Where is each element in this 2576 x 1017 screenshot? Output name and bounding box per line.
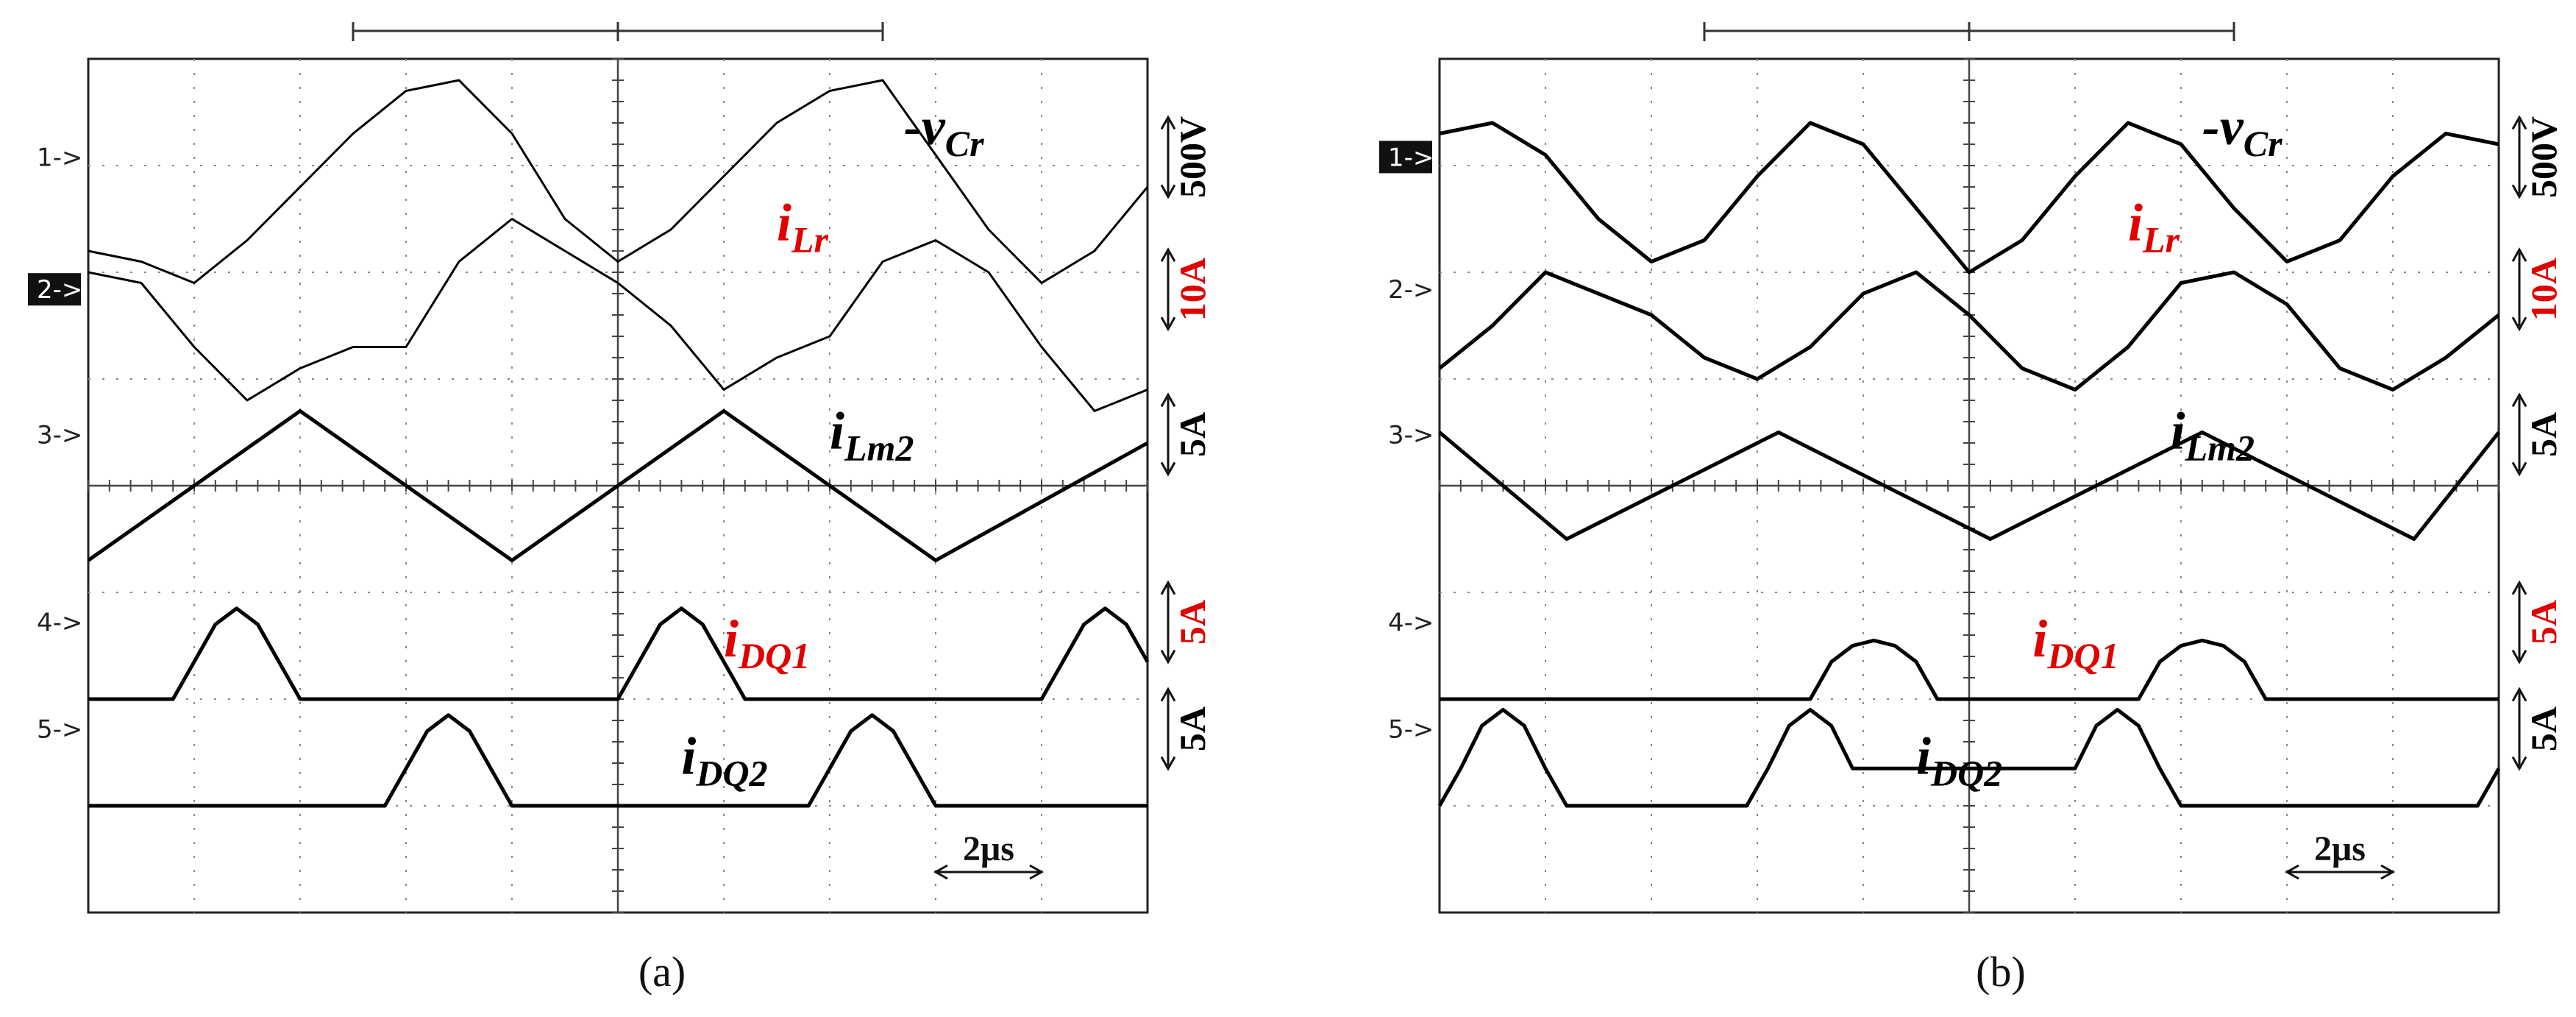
channel-marker-4: 4->	[37, 609, 82, 638]
trace-iDQ2	[1437, 708, 2501, 808]
channel-marker-3: 3->	[37, 420, 82, 450]
scale-arrow-head	[2511, 649, 2527, 665]
channel-marker-2: 2->	[1388, 275, 1434, 305]
scale-label-3: 5A	[2523, 412, 2564, 457]
scale-arrow-head	[2511, 247, 2527, 262]
trace-label-iDQ2: iDQ2	[681, 727, 767, 794]
scale-arrow-head	[1160, 115, 1176, 130]
scale-arrow-head	[2511, 687, 2527, 702]
scale-arrow-head	[2511, 756, 2527, 771]
trace-iDQ1	[88, 606, 1150, 701]
panel-a: 1-> 2-> 3-> 4-> 5-> 500V 10A 5A 5A 5A -vCr iLr iLm2 i…	[28, 22, 1213, 996]
scale-arrow-head	[1160, 580, 1176, 595]
trace-label-iDQ1: iDQ1	[2032, 609, 2118, 676]
channel-marker-3: 3->	[1388, 420, 1434, 450]
channel-marker-2: 2->	[37, 275, 82, 305]
scale-arrow-head	[2511, 316, 2527, 332]
scale-arrow-head	[1160, 184, 1176, 199]
scale-arrow-head	[1160, 247, 1176, 262]
scale-label-4: 5A	[2523, 600, 2564, 645]
channel-marker-1: 1->	[1388, 143, 1434, 172]
trace-iDQ2	[88, 713, 1148, 808]
trace-label-iLr: iLr	[777, 194, 829, 261]
time-scale-arrow-head	[1029, 864, 1045, 880]
scale-label-1: 500V	[2523, 116, 2564, 198]
time-scale-arrow-head	[2284, 864, 2299, 880]
scale-arrow-head	[2511, 580, 2527, 595]
trace-iLr	[1438, 270, 2500, 391]
panel-caption: (a)	[638, 948, 686, 996]
scale-arrow-head	[2511, 461, 2527, 477]
scale-label-2: 10A	[2523, 258, 2564, 321]
panel-b: 1-> 2-> 3-> 4-> 5-> 500V 10A 5A 5A 5A -vCr iLr iLm2 i…	[1379, 22, 2564, 996]
trace--vCr	[1439, 121, 2499, 274]
channel-marker-5: 5->	[37, 715, 82, 745]
scale-arrow-head	[1160, 461, 1176, 477]
scale-arrow-head	[1160, 687, 1176, 702]
trace-label-iLr: iLr	[2128, 194, 2180, 261]
scale-label-1: 500V	[1172, 116, 1213, 198]
time-scale-arrow-head	[2380, 864, 2396, 880]
channel-marker-1: 1->	[37, 143, 82, 172]
channel-marker-highlight	[28, 273, 81, 306]
trace-label-iLm2: iLm2	[2171, 401, 2255, 468]
scale-arrow-head	[2511, 392, 2527, 408]
trace-label--vCr: -vCr	[2202, 97, 2283, 164]
channel-marker-4: 4->	[1388, 609, 1434, 638]
trace-label-iDQ2: iDQ2	[1916, 727, 2002, 794]
scale-label-3: 5A	[1172, 412, 1213, 457]
scale-arrow-head	[1160, 392, 1176, 408]
scale-arrow-head	[1160, 756, 1176, 771]
trace-iDQ1	[1440, 638, 2499, 701]
scale-label-4: 5A	[1172, 600, 1213, 645]
scale-arrow-head	[2511, 115, 2527, 130]
channel-marker-5: 5->	[1388, 715, 1434, 745]
scale-label-5: 5A	[1172, 706, 1213, 751]
scale-label-2: 10A	[1172, 258, 1213, 321]
trace-iLm2	[1438, 430, 2500, 541]
trace-iLr	[88, 218, 1148, 412]
trace-label-iDQ1: iDQ1	[724, 609, 810, 676]
time-scale-arrow-head	[933, 864, 948, 880]
channel-marker-highlight	[1379, 141, 1432, 174]
trace-label--vCr: -vCr	[904, 97, 984, 164]
scale-arrow-head	[1160, 316, 1176, 332]
trace-iLm2	[87, 409, 1149, 562]
time-scale-label: 2μs	[963, 829, 1014, 868]
panel-caption: (b)	[1976, 948, 2026, 996]
trace--vCr	[88, 79, 1149, 284]
scale-arrow-head	[1160, 649, 1176, 665]
scale-arrow-head	[2511, 184, 2527, 199]
scale-label-5: 5A	[2523, 706, 2564, 751]
trace-label-iLm2: iLm2	[830, 401, 914, 468]
time-scale-label: 2μs	[2314, 829, 2366, 868]
